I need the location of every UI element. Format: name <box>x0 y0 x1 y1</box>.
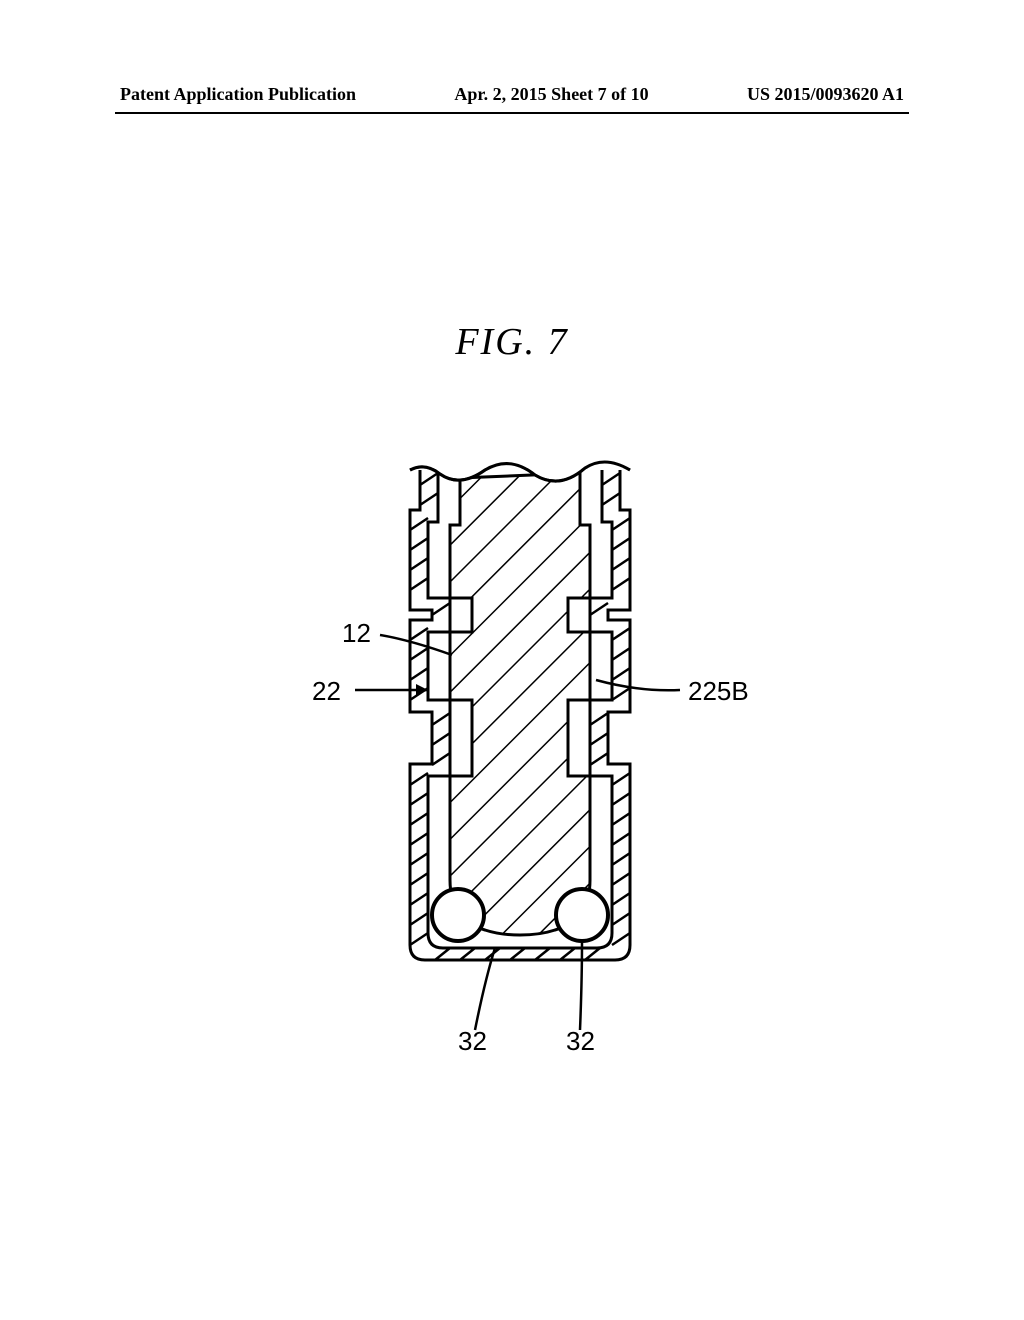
header-right: US 2015/0093620 A1 <box>747 84 904 105</box>
core-12 <box>450 473 590 935</box>
circle-32-left <box>432 889 484 941</box>
header-rule <box>115 112 909 114</box>
leader-12 <box>380 635 452 655</box>
header-left: Patent Application Publication <box>120 84 356 105</box>
figure-7: 12 22 225B 32 32 <box>260 440 780 1060</box>
label-225b: 225B <box>688 676 749 707</box>
label-32-right: 32 <box>566 1026 595 1057</box>
circle-32-right <box>556 889 608 941</box>
figure-svg <box>260 440 780 1060</box>
label-32-left: 32 <box>458 1026 487 1057</box>
figure-title: FIG. 7 <box>0 320 1024 364</box>
label-22: 22 <box>312 676 341 707</box>
leader-32-right <box>580 942 582 1030</box>
page: Patent Application Publication Apr. 2, 2… <box>0 0 1024 1320</box>
label-12: 12 <box>342 618 371 649</box>
leader-225b <box>596 680 680 690</box>
leader-22-arrow <box>416 684 428 696</box>
page-header: Patent Application Publication Apr. 2, 2… <box>0 84 1024 105</box>
header-center: Apr. 2, 2015 Sheet 7 of 10 <box>454 84 648 105</box>
